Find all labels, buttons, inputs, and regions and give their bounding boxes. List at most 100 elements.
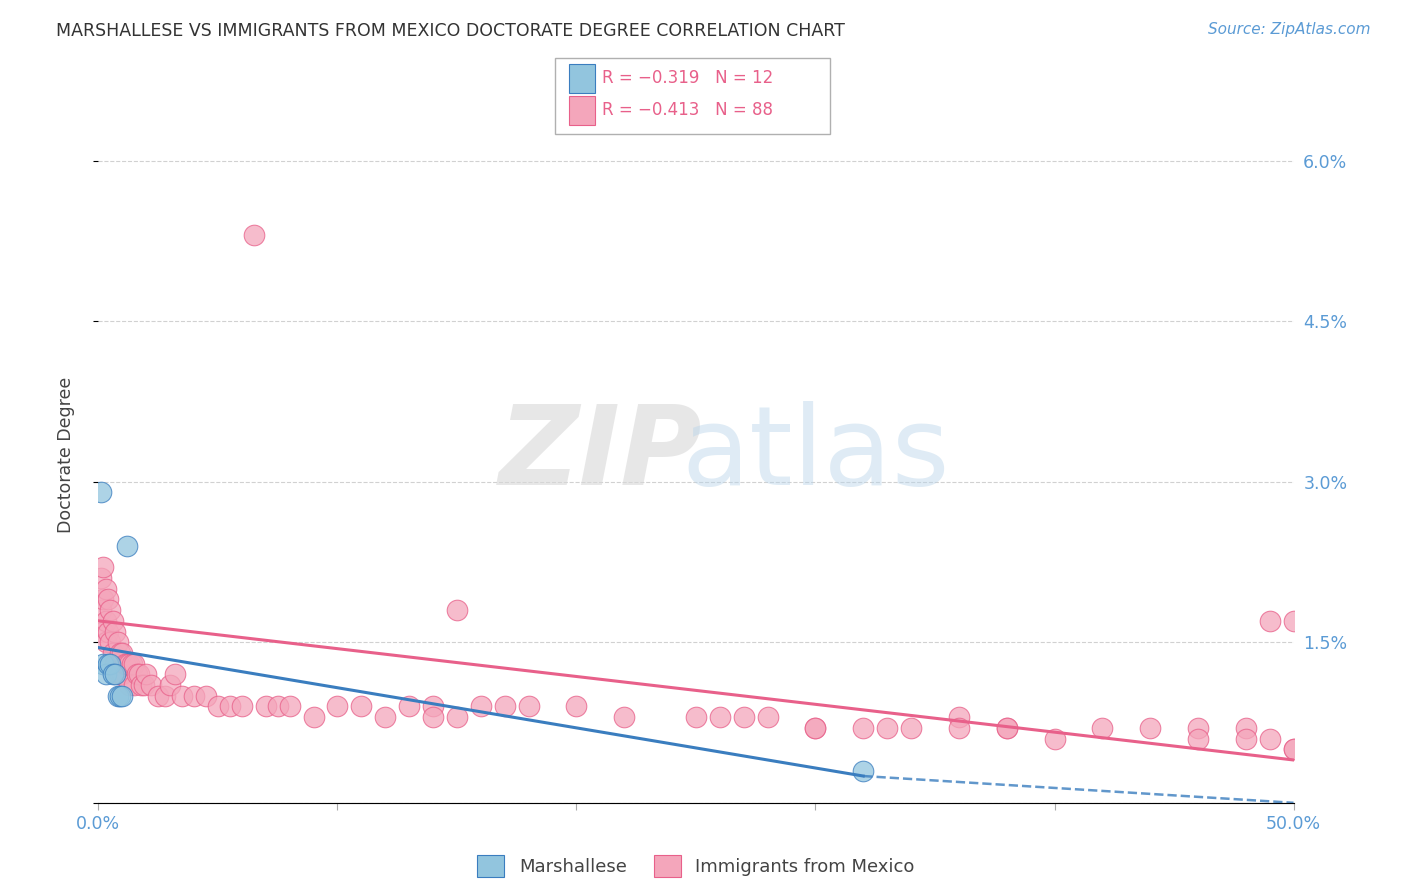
Point bbox=[194, 689, 218, 703]
Point bbox=[91, 592, 114, 607]
Point bbox=[97, 657, 120, 671]
Point bbox=[101, 667, 124, 681]
Point bbox=[422, 710, 444, 724]
Point bbox=[91, 624, 114, 639]
Point bbox=[254, 699, 277, 714]
Point bbox=[995, 721, 1018, 735]
Point bbox=[446, 603, 468, 617]
Point bbox=[104, 667, 127, 681]
Point bbox=[565, 699, 588, 714]
Point bbox=[124, 657, 146, 671]
Point bbox=[111, 667, 134, 681]
Point bbox=[104, 657, 127, 671]
Point bbox=[98, 635, 122, 649]
Point bbox=[131, 678, 153, 692]
Y-axis label: Doctorate Degree: Doctorate Degree bbox=[56, 376, 75, 533]
Point bbox=[90, 603, 112, 617]
Point bbox=[101, 646, 124, 660]
Point bbox=[159, 678, 181, 692]
Point bbox=[107, 667, 129, 681]
Point bbox=[132, 678, 155, 692]
Text: ZIP: ZIP bbox=[499, 401, 702, 508]
Point bbox=[1187, 731, 1209, 746]
Point bbox=[98, 603, 122, 617]
Point bbox=[207, 699, 229, 714]
Point bbox=[91, 560, 114, 574]
Point bbox=[135, 667, 157, 681]
Point bbox=[1282, 742, 1305, 756]
Point bbox=[94, 582, 117, 596]
Point bbox=[494, 699, 516, 714]
Point bbox=[111, 689, 134, 703]
Point bbox=[995, 721, 1018, 735]
Point bbox=[139, 678, 162, 692]
Point bbox=[97, 624, 120, 639]
Point bbox=[94, 635, 117, 649]
Point bbox=[111, 646, 134, 660]
Point bbox=[243, 228, 266, 243]
Point bbox=[267, 699, 290, 714]
Point bbox=[1043, 731, 1066, 746]
Point bbox=[231, 699, 253, 714]
Point bbox=[118, 678, 141, 692]
Point bbox=[350, 699, 373, 714]
Point bbox=[852, 721, 875, 735]
Point bbox=[148, 689, 170, 703]
Point bbox=[900, 721, 922, 735]
Point bbox=[1258, 614, 1281, 628]
Point bbox=[1187, 721, 1209, 735]
Point bbox=[125, 667, 148, 681]
Point bbox=[709, 710, 731, 724]
Point bbox=[948, 721, 970, 735]
Point bbox=[470, 699, 492, 714]
Text: Source: ZipAtlas.com: Source: ZipAtlas.com bbox=[1208, 22, 1371, 37]
Point bbox=[108, 667, 131, 681]
Point bbox=[121, 657, 143, 671]
Point bbox=[108, 646, 131, 660]
Point bbox=[422, 699, 444, 714]
Point bbox=[1234, 731, 1257, 746]
Point bbox=[114, 657, 136, 671]
Point bbox=[1139, 721, 1161, 735]
Point bbox=[804, 721, 827, 735]
Point bbox=[374, 710, 396, 724]
Point bbox=[756, 710, 779, 724]
Text: atlas: atlas bbox=[682, 401, 949, 508]
Point bbox=[876, 721, 898, 735]
Point bbox=[163, 667, 186, 681]
Point bbox=[278, 699, 301, 714]
Point bbox=[948, 710, 970, 724]
Point bbox=[91, 657, 114, 671]
Point bbox=[1282, 614, 1305, 628]
Point bbox=[97, 592, 120, 607]
Point bbox=[733, 710, 755, 724]
Point bbox=[115, 539, 138, 553]
Point bbox=[613, 710, 636, 724]
Point bbox=[107, 689, 129, 703]
Point bbox=[108, 689, 131, 703]
Point bbox=[326, 699, 349, 714]
Point bbox=[398, 699, 420, 714]
Point bbox=[804, 721, 827, 735]
Point bbox=[1258, 731, 1281, 746]
Point bbox=[104, 624, 127, 639]
Point bbox=[302, 710, 325, 724]
Point bbox=[124, 678, 146, 692]
Text: MARSHALLESE VS IMMIGRANTS FROM MEXICO DOCTORATE DEGREE CORRELATION CHART: MARSHALLESE VS IMMIGRANTS FROM MEXICO DO… bbox=[56, 22, 845, 40]
Point bbox=[685, 710, 707, 724]
Point bbox=[90, 571, 112, 585]
Point bbox=[446, 710, 468, 724]
Point bbox=[852, 764, 875, 778]
Point bbox=[517, 699, 540, 714]
Point bbox=[107, 635, 129, 649]
Point bbox=[172, 689, 194, 703]
Point bbox=[101, 614, 124, 628]
Point bbox=[94, 614, 117, 628]
Text: R = −0.319   N = 12: R = −0.319 N = 12 bbox=[602, 69, 773, 87]
Point bbox=[128, 667, 150, 681]
Point bbox=[90, 485, 112, 500]
Point bbox=[155, 689, 177, 703]
Point bbox=[1282, 742, 1305, 756]
Point bbox=[183, 689, 205, 703]
Point bbox=[94, 667, 117, 681]
